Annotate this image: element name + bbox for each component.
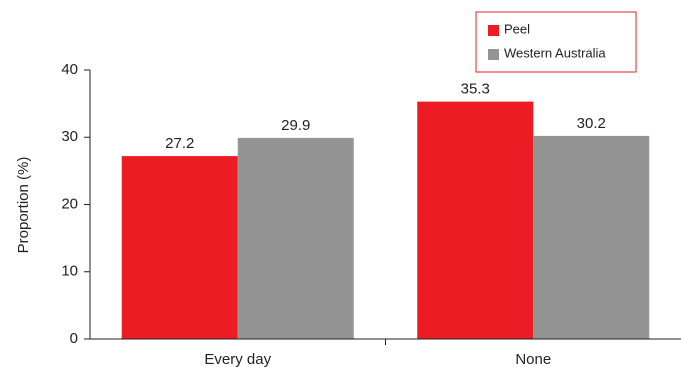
data-label-western-australia-every-day: 29.9 — [281, 117, 310, 134]
legend-swatch-western-australia — [488, 49, 499, 60]
axes: 0 10 20 30 40 Every day None — [61, 61, 681, 368]
bar-peel-every-day — [121, 156, 238, 339]
x-tick-label-every-day: Every day — [204, 351, 271, 368]
y-tick-label: 20 — [61, 195, 78, 212]
legend-label-western-australia: Western Australia — [504, 45, 606, 60]
data-label-peel-none: 35.3 — [461, 81, 490, 98]
y-tick-label: 30 — [61, 128, 78, 145]
y-tick-label: 0 — [70, 330, 78, 347]
x-tick-label-none: None — [515, 351, 551, 368]
legend-label-peel: Peel — [504, 21, 530, 36]
y-axis-label: Proportion (%) — [15, 157, 32, 254]
y-tick-label: 10 — [61, 263, 78, 280]
legend: Peel Western Australia — [475, 11, 637, 73]
bars — [121, 101, 650, 339]
bar-peel-none — [417, 101, 534, 339]
legend-box — [475, 11, 637, 73]
y-tick-label: 40 — [61, 61, 78, 78]
data-label-western-australia-none: 30.2 — [577, 115, 606, 132]
legend-swatch-peel — [488, 25, 499, 36]
data-labels: 27.2 29.9 35.3 30.2 — [165, 81, 606, 152]
data-label-peel-every-day: 27.2 — [165, 135, 194, 152]
bar-western-australia-none — [533, 135, 650, 339]
bar-western-australia-every-day — [237, 137, 354, 339]
